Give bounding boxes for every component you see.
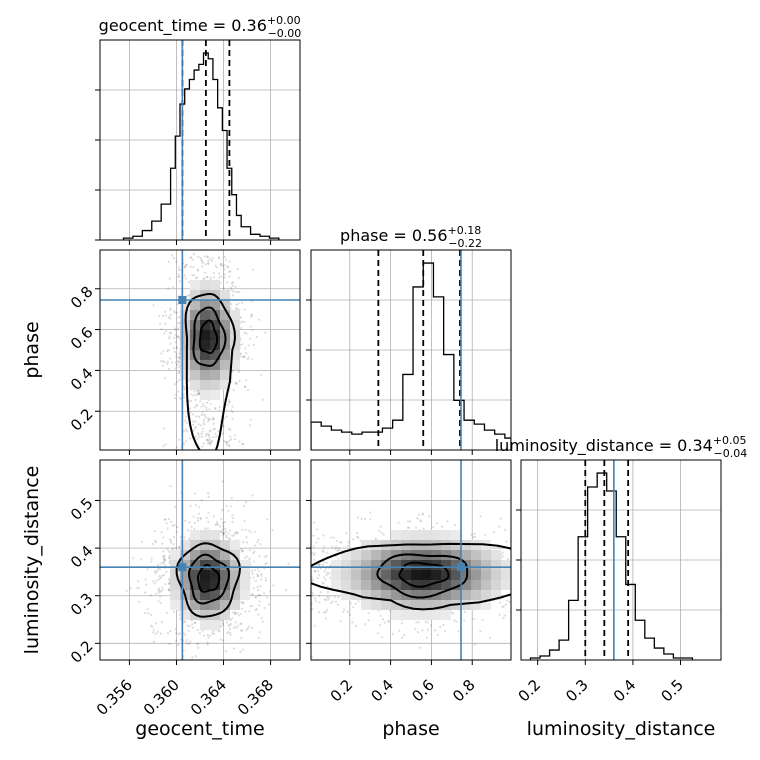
- x-axis-label-geocent_time: geocent_time: [135, 718, 264, 740]
- x-tick-label-geocent_time: 0.356: [93, 676, 136, 719]
- histogram-phase: [311, 262, 511, 450]
- hist-panel-geocent_time: geocent_time = 0.36+0.00 −0.00: [95, 14, 301, 245]
- contour-level-3: [175, 542, 242, 618]
- panel-title-luminosity_distance: luminosity_distance = 0.34+0.05 −0.04: [495, 434, 748, 460]
- hist-panel-phase: phase = 0.56+0.18 −0.22: [306, 224, 512, 455]
- contour-level-1: [198, 319, 219, 355]
- contour-level-3: [311, 542, 511, 611]
- x-tick-label-phase: 0.4: [368, 676, 398, 706]
- x-tick-label-luminosity_distance: 0.3: [562, 676, 592, 706]
- y-tick-label-phase: 0.2: [67, 405, 97, 435]
- truth-marker: [457, 563, 465, 572]
- x-axis-label-phase: phase: [382, 718, 439, 740]
- contour-level-1: [398, 561, 450, 588]
- 2d-panel-geocent_time-luminosity_distance: 0.356 0.360 0.364 0.368 0.2 0.3 0.4 0.5: [67, 459, 301, 719]
- y-axis-label-luminosity_distance: luminosity_distance: [21, 466, 43, 655]
- histogram-geocent_time: [122, 52, 280, 240]
- x-tick-label-phase: 0.2: [327, 676, 357, 706]
- histogram-luminosity_distance: [529, 472, 694, 660]
- y-tick-label-luminosity_distance: 0.4: [67, 542, 97, 572]
- x-tick-label-geocent_time: 0.364: [187, 676, 230, 719]
- x-tick-label-geocent_time: 0.368: [234, 676, 277, 719]
- x-tick-label-luminosity_distance: 0.2: [515, 676, 545, 706]
- 2d-panel-phase-luminosity_distance: 0.2 0.4 0.6 0.8: [306, 459, 512, 706]
- panel-title-geocent_time: geocent_time = 0.36+0.00 −0.00: [99, 14, 302, 40]
- y-tick-label-phase: 0.8: [67, 283, 97, 313]
- x-tick-label-luminosity_distance: 0.5: [657, 676, 687, 706]
- contour-level-2: [187, 553, 231, 605]
- y-axis-label-phase: phase: [21, 321, 43, 378]
- x-axis-label-luminosity_distance: luminosity_distance: [527, 718, 716, 740]
- 2d-panel-geocent_time-phase: 0.2 0.4 0.6 0.8: [67, 249, 301, 455]
- density-cells: [180, 280, 240, 400]
- truth-marker: [178, 563, 187, 572]
- y-tick-label-luminosity_distance: 0.2: [67, 637, 97, 667]
- x-tick-label-luminosity_distance: 0.4: [610, 676, 640, 706]
- x-tick-label-phase: 0.8: [449, 676, 479, 706]
- contour-level-2: [192, 306, 227, 367]
- density-cells: [331, 530, 511, 620]
- contour-level-2: [376, 553, 469, 599]
- truth-marker: [178, 296, 187, 304]
- panel-title-phase: phase = 0.56+0.18 −0.22: [340, 224, 482, 250]
- y-tick-label-luminosity_distance: 0.3: [67, 590, 97, 620]
- x-tick-label-phase: 0.6: [408, 676, 438, 706]
- y-tick-label-luminosity_distance: 0.5: [67, 494, 97, 524]
- x-tick-label-geocent_time: 0.360: [140, 676, 183, 719]
- y-tick-label-phase: 0.6: [67, 323, 97, 353]
- y-tick-label-phase: 0.4: [67, 364, 97, 394]
- hist-panel-luminosity_distance: 0.2 0.3 0.4 0.5 luminosity_distance = 0.34+0…: [495, 434, 748, 705]
- contour-level-1: [196, 563, 221, 593]
